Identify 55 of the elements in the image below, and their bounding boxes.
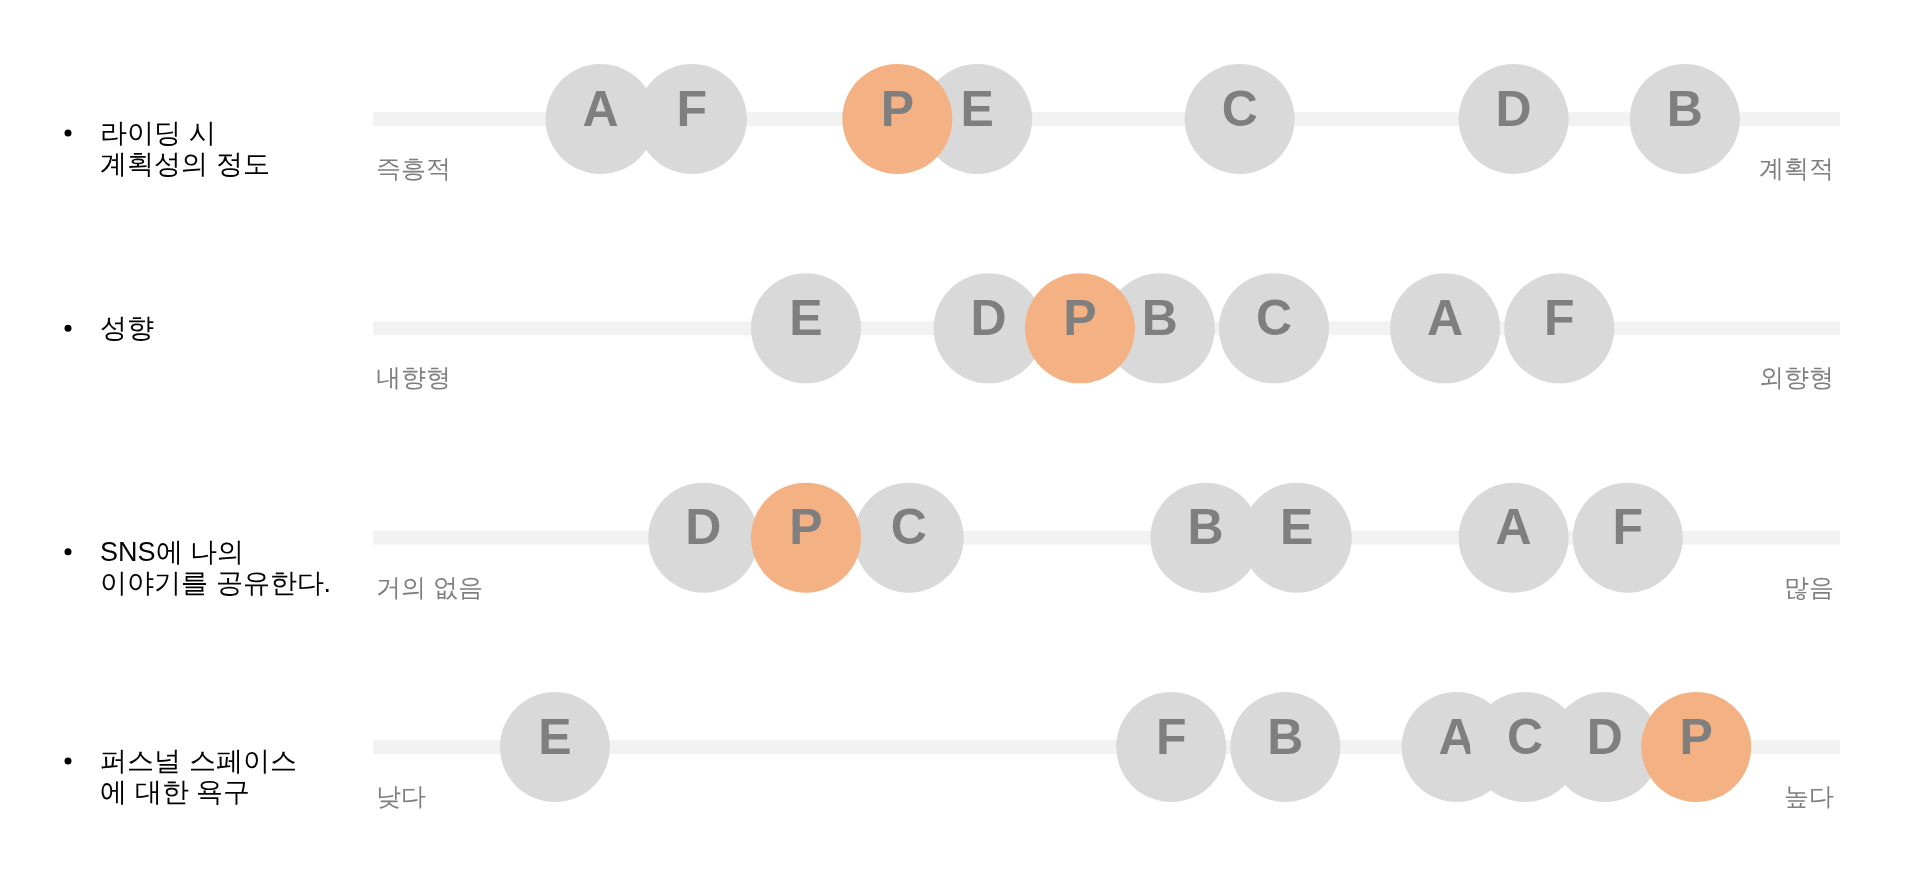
point-label: B [1187,499,1224,556]
point-label: F [1544,289,1575,346]
point [1230,692,1341,802]
text: 내향형 [376,363,451,392]
point-label: E [1280,499,1314,556]
point-label: E [789,289,823,346]
point-label: A [1427,289,1464,346]
point [751,273,861,384]
point-label: D [970,289,1007,346]
point [1504,273,1615,384]
point [1458,64,1569,174]
point-label: A [1495,499,1532,556]
point-label: P [1679,708,1713,765]
y-tick-label: 성향 [100,313,154,344]
point [499,692,610,802]
point [1390,273,1501,384]
point [1572,482,1683,593]
point-label: C [1507,708,1544,765]
point-label: D [1495,80,1532,137]
point-label: F [1155,708,1187,765]
point [1458,482,1569,593]
y-tick-label: 퍼스널 스페이스 에 대한 욕구 [100,746,297,807]
point [1116,692,1227,802]
text: 계획적 [1759,154,1834,182]
text: 거의 없음 [376,572,483,601]
point [751,482,861,593]
text: 외향형 [1759,363,1834,392]
point-label: E [538,708,572,765]
point-label: P [789,499,823,556]
point-label: D [685,499,722,556]
text: 즉흥적 [376,154,451,182]
point-label: E [960,80,994,137]
point-label: P [880,80,914,137]
point [1218,273,1329,384]
point-label: A [582,80,619,137]
point-label: C [890,499,927,556]
point [1024,273,1135,384]
point-label: B [1267,708,1304,765]
point-label: A [1438,708,1475,765]
point-label: F [1612,499,1644,556]
text: 낮다 [376,782,426,810]
point-label: P [1063,289,1097,346]
point [1629,64,1740,174]
text: 많음 [1784,572,1834,601]
point-label: D [1586,708,1623,765]
point-label: F [676,80,708,137]
point [1641,692,1752,802]
y-tick-label: SNS에 나의 이야기를 공유한다. [100,536,332,598]
point [842,64,953,174]
point-label: B [1141,289,1178,346]
point-label: B [1666,80,1703,137]
point-label: C [1221,80,1258,137]
point-label: C [1255,289,1292,346]
y-tick-label: 라이딩 시 계획성의 정도 [100,118,270,179]
text: 높다 [1784,782,1834,810]
